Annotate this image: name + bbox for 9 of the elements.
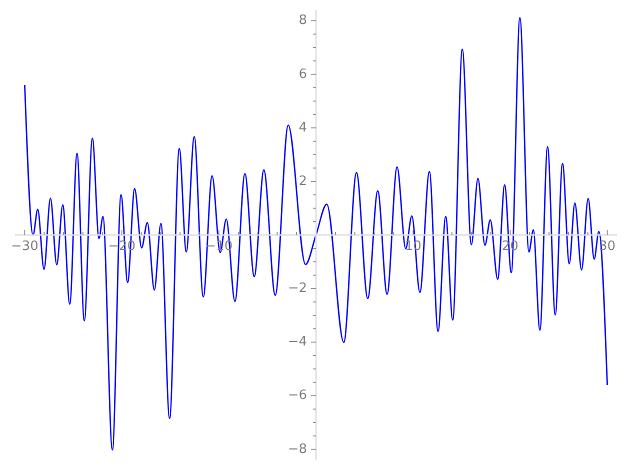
- y-tick-label: −2: [288, 281, 307, 296]
- y-tick-label: 6: [298, 66, 307, 82]
- y-tick-label: 8: [298, 13, 307, 28]
- y-tick-label: −8: [288, 442, 307, 457]
- x-tick-label: −30: [10, 238, 38, 254]
- y-tick-label: 4: [298, 120, 307, 136]
- y-tick-label: 2: [298, 174, 307, 189]
- y-tick-label: −4: [288, 334, 307, 350]
- y-tick-label: −6: [288, 388, 307, 404]
